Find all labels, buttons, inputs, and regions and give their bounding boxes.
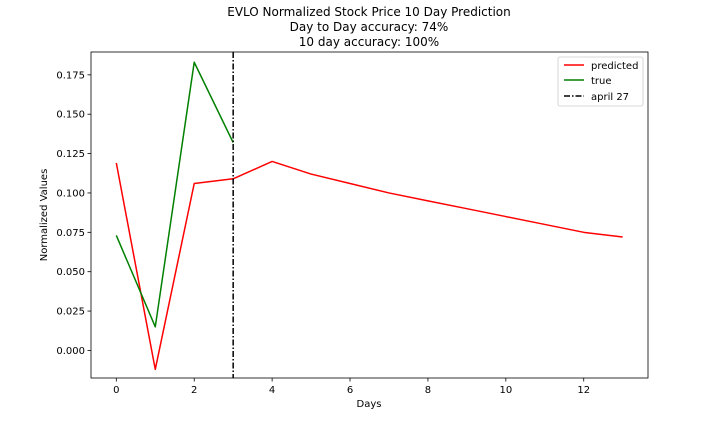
y-tick-label: 0.050 [56,267,85,278]
y-tick-label: 0.025 [56,307,85,318]
legend-box [557,56,644,107]
title-line-2: Day to Day accuracy: 74% [290,20,449,34]
plot-area [90,51,649,379]
y-tick-label: 0.000 [56,346,85,357]
x-axis-label: Days [357,399,382,410]
legend: predicted true april 27 [557,56,644,107]
chart-title: EVLO Normalized Stock Price 10 Day Predi… [227,5,511,49]
legend-label-true: true [591,76,612,87]
legend-label-april-27: april 27 [591,92,629,103]
x-tick-label: 10 [499,385,512,396]
x-axis-ticks: 0 2 4 6 8 10 12 [113,378,590,396]
legend-label-predicted: predicted [591,61,638,72]
x-tick-label: 8 [425,385,431,396]
y-tick-label: 0.175 [56,70,85,81]
title-line-1: EVLO Normalized Stock Price 10 Day Predi… [227,5,511,19]
x-tick-label: 4 [269,385,275,396]
title-line-3: 10 day accuracy: 100% [299,35,439,49]
x-tick-label: 12 [577,385,590,396]
y-tick-label: 0.150 [56,110,85,121]
y-tick-label: 0.125 [56,149,85,160]
series-layer [115,52,623,378]
y-tick-label: 0.075 [56,228,85,239]
y-axis-ticks: 0.000 0.025 0.050 0.075 0.100 0.125 0.150 0.175 [56,70,91,357]
x-tick-label: 2 [191,385,197,396]
x-tick-label: 6 [347,385,353,396]
y-axis-label: Normalized Values [39,169,50,262]
series-line-true [115,61,234,328]
x-tick-label: 0 [113,385,119,396]
y-tick-label: 0.100 [56,188,85,199]
series-line-predicted [115,160,623,371]
axes-frame [90,51,649,379]
